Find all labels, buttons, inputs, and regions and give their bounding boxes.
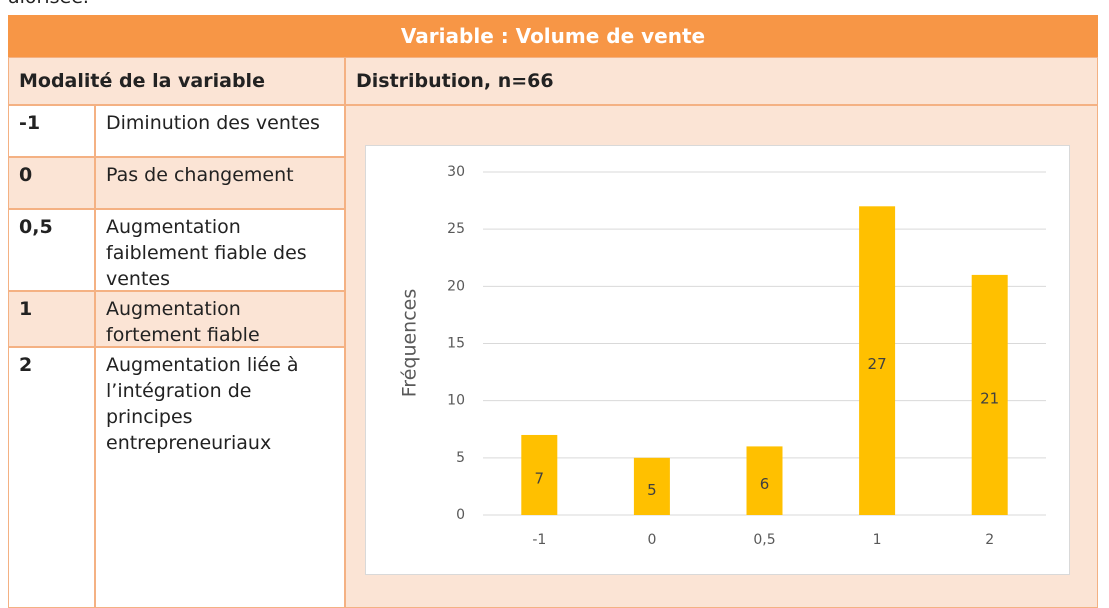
row-label: Diminution des ventes bbox=[95, 105, 345, 157]
data-label: 6 bbox=[760, 475, 770, 493]
y-tick-label: 0 bbox=[456, 507, 465, 523]
row-code: 0 bbox=[8, 157, 95, 209]
bar bbox=[633, 457, 670, 515]
y-tick-label: 5 bbox=[456, 450, 465, 466]
table-title: Variable : Volume de vente bbox=[8, 15, 1098, 57]
bar bbox=[746, 446, 783, 515]
bar bbox=[521, 434, 558, 515]
row-code: 2 bbox=[8, 347, 95, 608]
row-label: Augmentation faiblement fiable des vente… bbox=[95, 209, 345, 291]
x-tick-label: 0 bbox=[647, 532, 656, 548]
chart-frame bbox=[365, 145, 1070, 575]
row-label: Augmentation fortement fiable bbox=[95, 291, 345, 347]
bar bbox=[971, 274, 1008, 515]
right-header: Distribution, n=66 bbox=[345, 57, 1098, 105]
y-tick-label: 15 bbox=[447, 336, 465, 352]
x-tick-label: 0,5 bbox=[753, 532, 775, 548]
bar bbox=[859, 206, 896, 516]
data-label: 27 bbox=[868, 355, 887, 373]
y-tick-label: 20 bbox=[447, 278, 465, 294]
row-label: Pas de changement bbox=[95, 157, 345, 209]
chart: Fréquences 0 5 10 15 20 25 30 -1 7 0 5 0,5 6 1 27 2 21 bbox=[365, 145, 1070, 575]
x-tick-label: -1 bbox=[532, 532, 546, 548]
row-code: -1 bbox=[8, 105, 95, 157]
y-axis-label: Fréquences bbox=[399, 289, 421, 398]
y-tick-label: 30 bbox=[447, 164, 465, 180]
x-tick-label: 1 bbox=[873, 532, 882, 548]
row-code: 1 bbox=[8, 291, 95, 347]
row-code: 0,5 bbox=[8, 209, 95, 291]
y-tick-label: 25 bbox=[447, 221, 465, 237]
y-tick-label: 10 bbox=[447, 393, 465, 409]
row-label: Augmentation liée à l’intégration de pri… bbox=[95, 347, 345, 608]
x-tick-label: 2 bbox=[985, 532, 994, 548]
data-label: 21 bbox=[980, 389, 999, 407]
left-header: Modalité de la variable bbox=[8, 57, 345, 105]
data-label: 5 bbox=[647, 481, 657, 499]
intro-fragment: alorisée. bbox=[8, 0, 89, 8]
data-label: 7 bbox=[535, 469, 545, 487]
